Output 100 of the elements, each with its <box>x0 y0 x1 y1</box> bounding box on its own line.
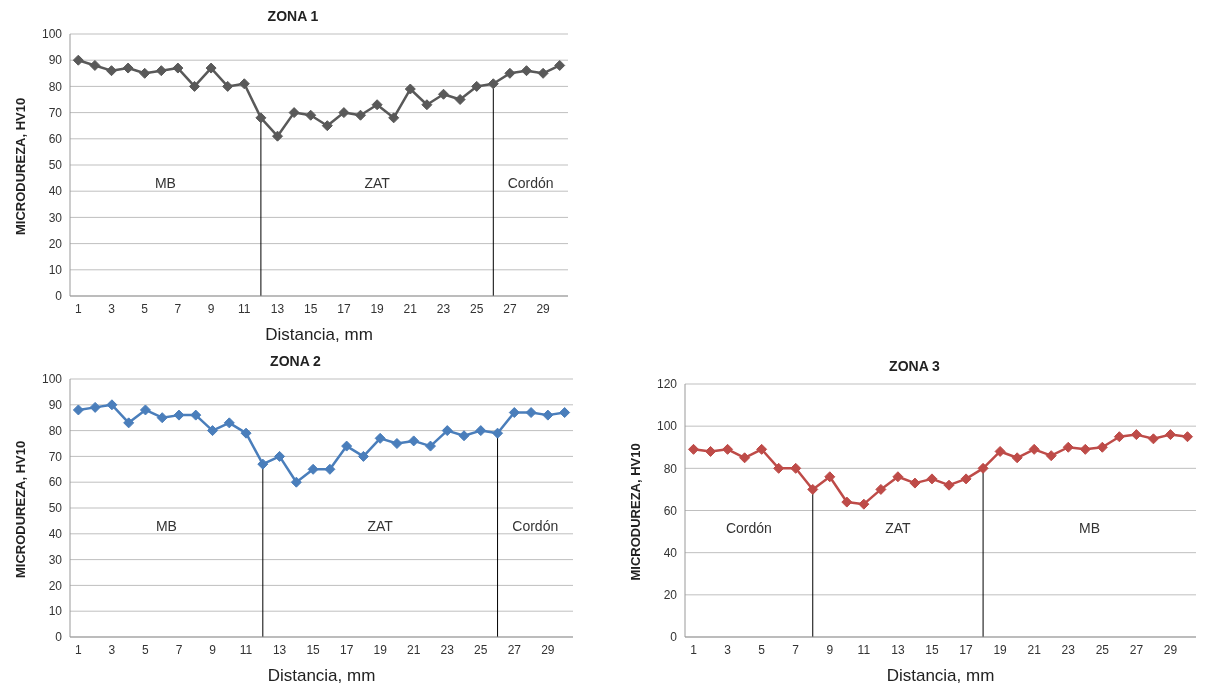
x-tick-label: 25 <box>470 301 484 316</box>
y-tick-label: 70 <box>48 449 63 464</box>
y-tick-label: 50 <box>48 501 63 516</box>
point <box>688 443 700 455</box>
point <box>438 88 449 100</box>
point <box>106 65 117 77</box>
x-tick-label: 11 <box>238 301 251 316</box>
point <box>341 440 353 452</box>
annotation: ZAT <box>367 518 394 535</box>
x-axis-title: Distancia, mm <box>265 325 373 344</box>
point <box>1079 443 1091 455</box>
point <box>739 452 751 464</box>
point <box>205 62 217 74</box>
x-tick-label: 11 <box>857 642 871 657</box>
point <box>307 463 319 475</box>
x-tick-label: 7 <box>175 642 183 657</box>
point <box>173 409 185 421</box>
x-tick-label: 13 <box>891 642 905 657</box>
annotation: Cordón <box>725 520 772 537</box>
y-tick-label: 120 <box>656 377 678 392</box>
point <box>240 427 252 439</box>
point <box>722 443 734 455</box>
y-tick-label: 60 <box>663 503 678 518</box>
point <box>537 67 549 79</box>
x-axis-title: Distancia, mm <box>267 666 376 685</box>
x-tick-label: 19 <box>373 642 388 657</box>
x-tick-label: 9 <box>826 642 834 657</box>
point <box>72 54 84 66</box>
point <box>1062 441 1074 453</box>
point <box>257 458 269 470</box>
point <box>487 78 499 90</box>
point <box>1181 431 1193 443</box>
point <box>858 498 870 510</box>
x-tick-label: 17 <box>337 301 351 316</box>
point <box>994 445 1006 457</box>
annotation: MB <box>1079 520 1101 537</box>
x-tick-label: 23 <box>436 301 451 316</box>
y-tick-label: 80 <box>48 79 63 94</box>
point <box>89 401 101 413</box>
x-tick-label: 21 <box>1027 642 1042 657</box>
chart-title: ZONA 3 <box>888 358 941 376</box>
annotation: MB <box>155 518 177 535</box>
x-tick-label: 21 <box>403 301 418 316</box>
point <box>155 65 167 77</box>
point <box>421 99 433 111</box>
point <box>458 430 470 442</box>
point <box>207 425 219 437</box>
point <box>190 409 202 421</box>
point <box>824 471 836 483</box>
point <box>756 443 768 455</box>
x-tick-label: 19 <box>370 301 385 316</box>
point <box>441 425 453 437</box>
y-tick-label: 0 <box>55 630 63 645</box>
point <box>424 440 436 452</box>
point <box>123 417 135 429</box>
point <box>559 407 571 419</box>
point <box>408 435 420 447</box>
point <box>338 107 350 119</box>
point <box>492 427 504 439</box>
point <box>290 476 302 488</box>
point <box>305 109 317 121</box>
chart-title: ZONA 1 <box>266 8 320 26</box>
x-tick-label: 27 <box>1129 642 1144 657</box>
point <box>1130 429 1142 441</box>
y-tick-label: 50 <box>48 158 63 173</box>
point <box>875 483 887 495</box>
point <box>371 99 383 111</box>
point <box>508 407 520 419</box>
x-tick-label: 17 <box>339 642 354 657</box>
point <box>139 404 151 416</box>
x-tick-label: 15 <box>304 301 318 316</box>
annotation: Cordón <box>512 518 559 535</box>
point <box>255 112 267 124</box>
point <box>388 112 400 124</box>
point <box>357 450 369 462</box>
annotation: MB <box>154 175 176 192</box>
point <box>288 107 300 119</box>
point <box>977 462 989 474</box>
point <box>223 417 235 429</box>
point <box>274 450 286 462</box>
point <box>943 479 955 491</box>
y-tick-label: 80 <box>663 461 678 476</box>
y-tick-label: 60 <box>48 132 63 147</box>
y-tick-label: 0 <box>55 289 63 304</box>
x-tick-label: 3 <box>724 642 732 657</box>
y-tick-label: 100 <box>41 372 63 387</box>
chart-title: ZONA 2 <box>269 353 322 371</box>
x-tick-label: 1 <box>74 301 82 316</box>
y-tick-label: 40 <box>663 545 678 560</box>
point <box>960 473 972 485</box>
point <box>790 462 802 474</box>
annotation: ZAT <box>364 175 391 192</box>
point <box>321 120 333 132</box>
y-tick-label: 90 <box>48 53 63 68</box>
y-tick-label: 100 <box>41 27 63 42</box>
point <box>475 425 487 437</box>
x-tick-label: 5 <box>758 642 766 657</box>
x-tick-label: 13 <box>270 301 285 316</box>
x-tick-label: 3 <box>108 642 116 657</box>
y-tick-label: 100 <box>656 419 678 434</box>
